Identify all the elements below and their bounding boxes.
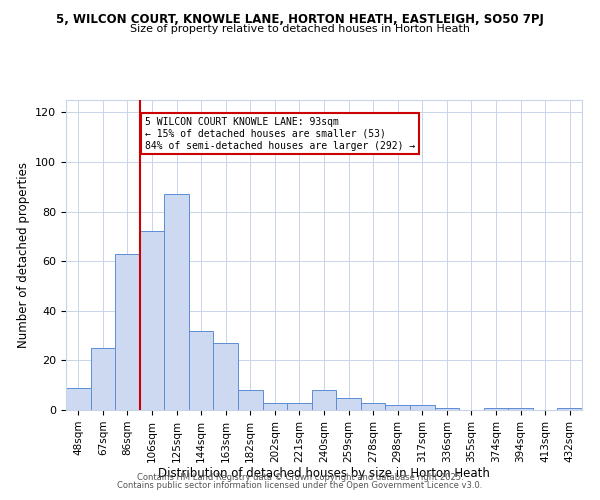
Text: Size of property relative to detached houses in Horton Heath: Size of property relative to detached ho…	[130, 24, 470, 34]
Bar	[91, 348, 115, 410]
Bar	[361, 402, 385, 410]
Bar	[484, 408, 508, 410]
Bar	[385, 405, 410, 410]
Bar	[238, 390, 263, 410]
Text: 5 WILCON COURT KNOWLE LANE: 93sqm
← 15% of detached houses are smaller (53)
84% : 5 WILCON COURT KNOWLE LANE: 93sqm ← 15% …	[145, 118, 415, 150]
Bar	[115, 254, 140, 410]
Bar	[434, 408, 459, 410]
Bar	[557, 408, 582, 410]
Bar	[312, 390, 336, 410]
Bar	[140, 232, 164, 410]
Bar	[164, 194, 189, 410]
Text: Contains HM Land Registry data © Crown copyright and database right 2025.: Contains HM Land Registry data © Crown c…	[137, 472, 463, 482]
Text: 5, WILCON COURT, KNOWLE LANE, HORTON HEATH, EASTLEIGH, SO50 7PJ: 5, WILCON COURT, KNOWLE LANE, HORTON HEA…	[56, 12, 544, 26]
Bar	[336, 398, 361, 410]
Bar	[508, 408, 533, 410]
X-axis label: Distribution of detached houses by size in Horton Heath: Distribution of detached houses by size …	[158, 468, 490, 480]
Y-axis label: Number of detached properties: Number of detached properties	[17, 162, 29, 348]
Bar	[66, 388, 91, 410]
Bar	[287, 402, 312, 410]
Bar	[410, 405, 434, 410]
Bar	[214, 343, 238, 410]
Bar	[263, 402, 287, 410]
Bar	[189, 330, 214, 410]
Text: Contains public sector information licensed under the Open Government Licence v3: Contains public sector information licen…	[118, 481, 482, 490]
